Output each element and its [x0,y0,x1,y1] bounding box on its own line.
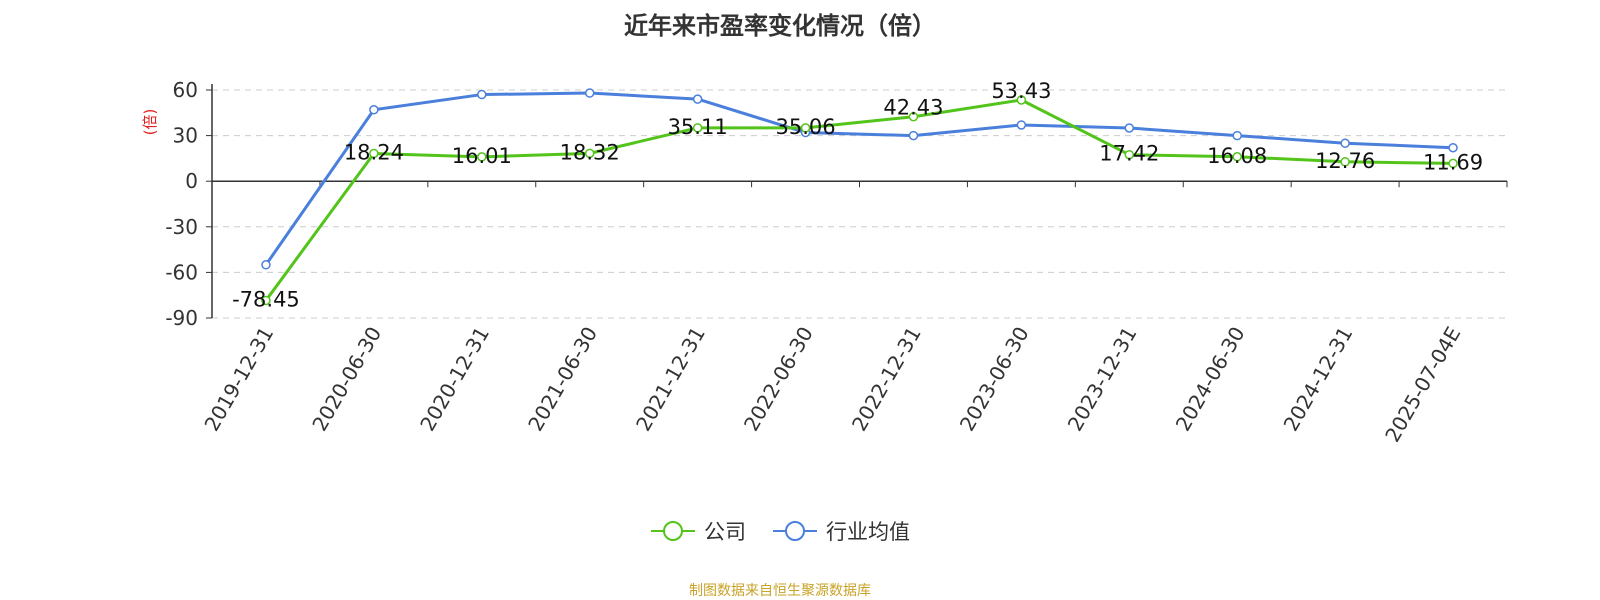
x-tick-label: 2021-06-30 [523,323,602,436]
y-tick-label: 60 [173,78,198,102]
series-line-industry-average [264,91,1454,266]
chart-title: 近年来市盈率变化情况（倍） [624,12,936,40]
data-point-industry-average [1124,123,1135,133]
legend-item-company[interactable]: 公司 [650,516,746,546]
data-point-industry-average [261,260,271,270]
y-axis-label: (倍) [141,109,159,136]
data-point-company [800,123,811,133]
data-point-company [261,295,271,306]
data-label: 16.01 [452,144,512,168]
data-point-company [908,111,919,122]
data-label: 12.76 [1315,149,1375,173]
data-point-industry-average [1016,120,1027,130]
data-label: 53.43 [991,79,1051,103]
data-label: 35.11 [668,115,728,139]
series-line-company [264,98,1454,302]
data-label: 11.69 [1423,150,1483,174]
data-point-company [1016,95,1027,105]
data-point-company [1124,149,1135,160]
legend: 公司 行业均值 [0,516,1560,546]
data-label: 42.43 [883,96,943,120]
data-point-industry-average [1448,143,1458,153]
source-note: 制图数据来自恒生聚源数据库 [689,583,871,599]
data-label: 18.24 [344,140,404,164]
grid-lines [212,89,1507,319]
x-tick-label: 2025-07-04E [1380,323,1465,447]
legend-label-industry-average: 行业均值 [826,520,910,544]
data-point-company [692,123,703,133]
y-tick-label: -90 [165,306,198,330]
x-tick-label: 2022-12-31 [847,322,926,435]
data-point-industry-average [1340,138,1350,148]
data-point-industry-average [369,105,379,115]
x-tick-label: 2021-12-31 [631,323,710,436]
data-point-company [369,148,379,159]
data-point-industry-average [692,94,703,104]
legend-item-industry-average[interactable]: 行业均值 [772,516,910,546]
data-point-company [477,152,487,162]
data-point-industry-average [908,130,919,141]
x-tick-label: 2024-12-31 [1279,323,1358,436]
legend-label-company: 公司 [704,520,746,544]
data-point-company [1232,152,1242,162]
x-tick-label: 2024-06-30 [1171,323,1250,436]
y-tick-label: 30 [173,124,198,148]
data-point-company [1448,158,1458,169]
y-tick-label: 0 [185,169,198,193]
x-tick-label: 2023-06-30 [955,323,1034,436]
x-tick-label: 2023-12-31 [1063,323,1142,436]
data-labels: -78.45 18.24 16.01 18.32 35.11 35.06 42.43 53.4… [232,79,1483,311]
data-label: 17.42 [1099,142,1159,166]
data-label: -78.45 [232,287,300,311]
series-lines [261,88,1458,306]
data-label: 16.08 [1207,144,1267,168]
data-point-company [1340,157,1350,167]
data-label: 18.32 [560,140,620,164]
x-tick-label: 2022-06-30 [739,323,818,436]
y-tick-label: -60 [165,260,198,284]
data-point-company [584,148,595,159]
legend-line-circle-icon [773,521,817,541]
data-point-industry-average [477,89,487,100]
x-tick-label: 2019-12-31 [199,323,278,436]
data-point-industry-average [1232,130,1242,141]
x-tick-label: 2020-12-31 [415,322,494,435]
data-label: 35.06 [775,115,835,139]
legend-line-circle-icon [651,521,695,541]
data-point-industry-average [584,88,595,98]
y-tick-label: -30 [165,215,198,239]
x-tick-label: 2020-06-30 [307,323,386,436]
